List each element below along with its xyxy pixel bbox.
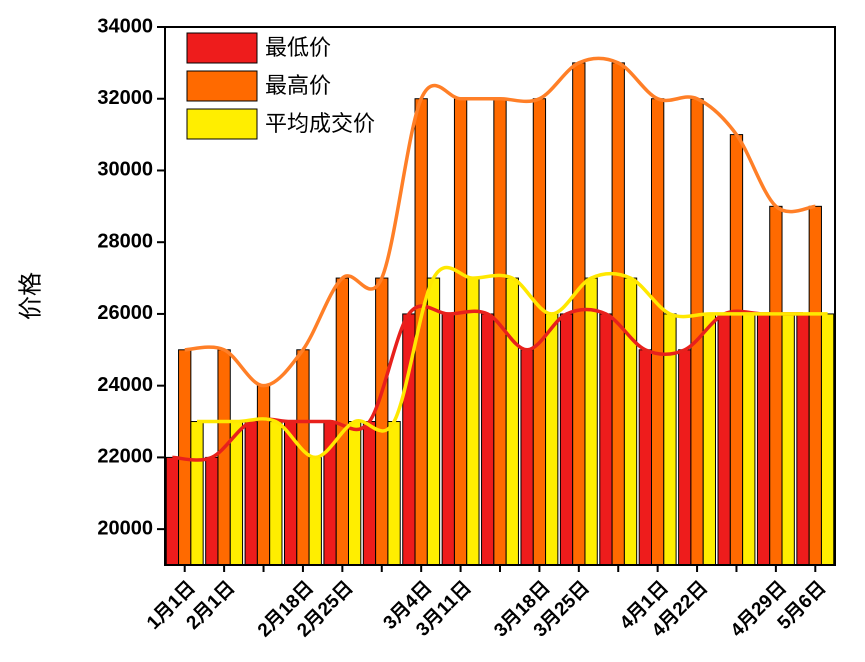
bar: [702, 313, 717, 566]
y-tick-label: 34000: [97, 15, 153, 37]
trend-line: [197, 265, 828, 460]
legend-label: 平均成交价: [265, 111, 375, 136]
y-tick-label: 20000: [97, 517, 153, 539]
y-tick-label: 22000: [97, 446, 153, 468]
bar: [559, 313, 574, 566]
bar: [165, 456, 180, 566]
bar: [796, 313, 810, 566]
bar: [638, 349, 652, 566]
legend-swatch: [186, 70, 258, 102]
bar: [532, 98, 547, 566]
bar: [678, 349, 692, 566]
legend-swatch: [186, 108, 258, 140]
bar: [820, 313, 835, 566]
bar: [781, 313, 795, 566]
bar: [742, 313, 756, 566]
legend-label: 最高价: [265, 73, 331, 98]
bar: [545, 313, 559, 566]
bar: [244, 421, 258, 566]
bar: [269, 421, 283, 566]
bar: [466, 277, 480, 566]
bar: [256, 385, 271, 566]
x-tick-label: 4月29日: [727, 577, 791, 641]
bar: [690, 98, 704, 566]
bar: [611, 62, 625, 566]
plot-frame: [164, 26, 836, 566]
bar: [375, 277, 389, 566]
bar: [520, 349, 534, 566]
legend-label: 最低价: [265, 35, 331, 60]
y-tick-label: 24000: [97, 374, 153, 396]
bar: [599, 313, 613, 566]
bar: [623, 277, 638, 566]
bar: [453, 98, 468, 566]
bar: [729, 134, 744, 566]
y-tick-label: 30000: [97, 159, 153, 181]
y-tick-label: 32000: [97, 87, 153, 109]
bar: [387, 421, 401, 566]
bar: [362, 421, 377, 566]
bar: [572, 62, 586, 566]
y-tick-label: 28000: [97, 230, 153, 252]
bar: [426, 277, 441, 566]
y-axis-label: 价格: [17, 272, 44, 320]
bar: [584, 277, 598, 566]
trend-line: [184, 56, 816, 388]
bar: [229, 421, 244, 566]
bar: [769, 205, 783, 566]
bar: [441, 313, 455, 566]
bar: [481, 313, 495, 566]
trend-line: [172, 304, 803, 462]
bar: [190, 421, 204, 566]
bar: [217, 349, 231, 566]
bar: [308, 456, 322, 566]
y-tick-label: 26000: [97, 302, 153, 324]
bar: [205, 456, 219, 566]
bar: [348, 421, 362, 566]
bar: [296, 349, 310, 566]
legend-swatch: [186, 32, 258, 64]
bar: [650, 98, 665, 566]
bar: [717, 313, 731, 566]
bar: [808, 205, 822, 566]
bar: [756, 313, 771, 566]
bar: [505, 277, 519, 566]
